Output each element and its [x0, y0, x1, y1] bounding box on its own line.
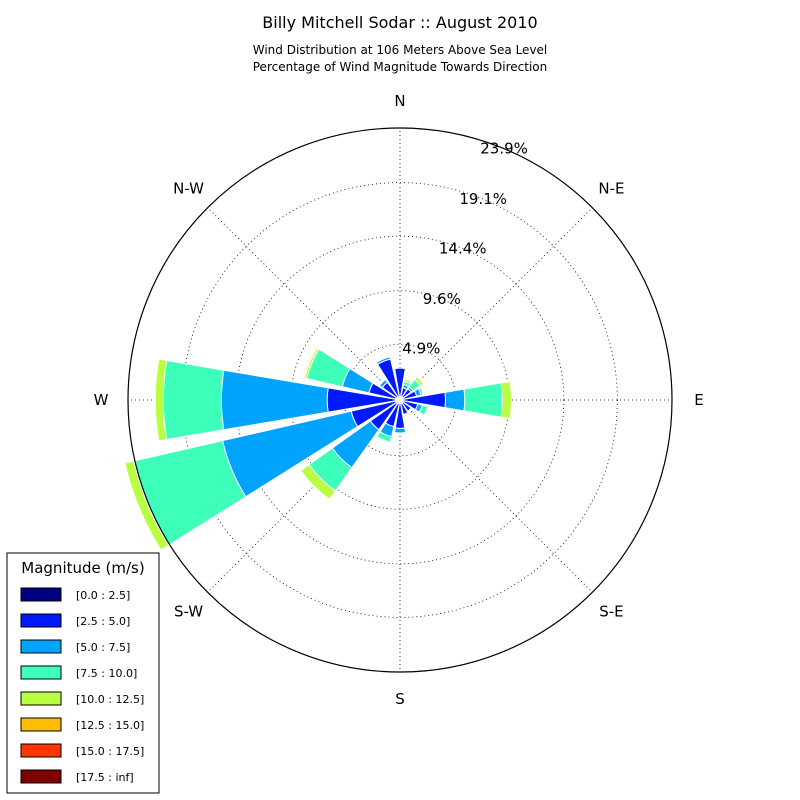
legend-label-4: [10.0 : 12.5] — [76, 693, 144, 706]
wind-bar-dir8-bin2 — [393, 427, 407, 434]
wind-bar-dir4-bin4 — [500, 380, 512, 420]
compass-label-n-w: N-W — [173, 180, 204, 198]
legend-label-0: [0.0 : 2.5] — [76, 589, 130, 602]
legend-label-6: [15.0 : 17.5] — [76, 745, 144, 758]
compass-label-n: N — [394, 92, 405, 110]
legend: Magnitude (m/s) [0.0 : 2.5] [2.5 : 5.0] [5… — [6, 552, 160, 794]
grid-spoke-3 — [399, 399, 593, 593]
grid-ring-3 — [182, 182, 618, 618]
radial-tick-label-1: 9.6% — [423, 290, 461, 308]
compass-label-w: W — [94, 391, 109, 409]
legend-label-5: [12.5 : 15.0] — [76, 719, 144, 732]
compass-label-n-e: N-E — [598, 180, 624, 198]
legend-title: Magnitude (m/s) — [21, 559, 144, 577]
legend-swatch-0 — [20, 587, 62, 602]
wind-bar-dir4-bin3 — [463, 382, 503, 418]
wind-bar-dir11-bin4 — [124, 460, 170, 551]
chart-subtitle-line-2: Percentage of Wind Magnitude Towards Dir… — [253, 60, 547, 74]
radial-tick-label-2: 14.4% — [439, 240, 487, 258]
legend-swatch-1 — [20, 613, 62, 628]
wind-bar-dir0-bin1 — [394, 367, 406, 398]
compass-label-s-e: S-E — [599, 602, 623, 620]
legend-swatch-3 — [20, 665, 62, 680]
legend-swatch-2 — [20, 639, 62, 654]
wind-bar-dir6-bin1 — [401, 401, 412, 412]
radial-tick-label-4: 23.9% — [480, 140, 528, 158]
wind-bar-dir5-bin3 — [418, 404, 429, 416]
polar-frame — [127, 127, 673, 673]
wind-bar-dir3-bin3 — [417, 386, 424, 396]
legend-label-3: [7.5 : 10.0] — [76, 667, 137, 680]
legend-label-7: [17.5 : inf] — [76, 771, 134, 784]
wind-bar-dir13-bin5 — [302, 346, 318, 379]
wind-bar-dir2-bin4 — [413, 376, 424, 387]
wind-bar-dir15-bin2 — [375, 356, 392, 366]
compass-label-e: E — [694, 391, 703, 409]
wind-bar-dir9-bin3 — [376, 431, 393, 443]
compass-label-s: S — [395, 690, 405, 708]
chart-title: Billy Mitchell Sodar :: August 2010 — [262, 13, 537, 32]
legend-label-1: [2.5 : 5.0] — [76, 615, 130, 628]
grid-ring-2 — [235, 235, 565, 565]
legend-swatch-4 — [20, 691, 62, 706]
grid-spoke-5 — [207, 399, 401, 593]
radial-tick-label-3: 19.1% — [459, 190, 507, 208]
legend-swatch-7 — [20, 769, 62, 784]
wind-bars — [124, 346, 512, 551]
wind-bar-dir12-bin3 — [162, 359, 225, 441]
legend-entries: [0.0 : 2.5] [2.5 : 5.0] [5.0 : 7.5] [7.5 : … — [20, 587, 144, 784]
legend-swatch-6 — [20, 743, 62, 758]
legend-label-2: [5.0 : 7.5] — [76, 641, 130, 654]
wind-bar-dir4-bin2 — [444, 388, 466, 412]
wind-bar-dir14-bin2 — [378, 378, 389, 389]
grid-spoke-7 — [207, 207, 401, 401]
polar-labels: N N-E E S-E S S-W W N-W 4.9% 9.6% 14.4% 19.1% 23.9% — [94, 92, 704, 708]
wind-bar-dir7-bin1 — [400, 402, 409, 416]
radial-tick-label-0: 4.9% — [402, 339, 440, 357]
chart-subtitle-line-1: Wind Distribution at 106 Meters Above Se… — [253, 43, 548, 57]
wind-bar-dir10-bin4 — [300, 463, 337, 500]
grid-spoke-1 — [399, 207, 593, 401]
wind-bar-dir12-bin4 — [154, 358, 168, 442]
wind-bar-dir1-bin4 — [403, 378, 413, 385]
compass-label-s-w: S-W — [174, 602, 203, 620]
legend-swatch-5 — [20, 717, 62, 732]
